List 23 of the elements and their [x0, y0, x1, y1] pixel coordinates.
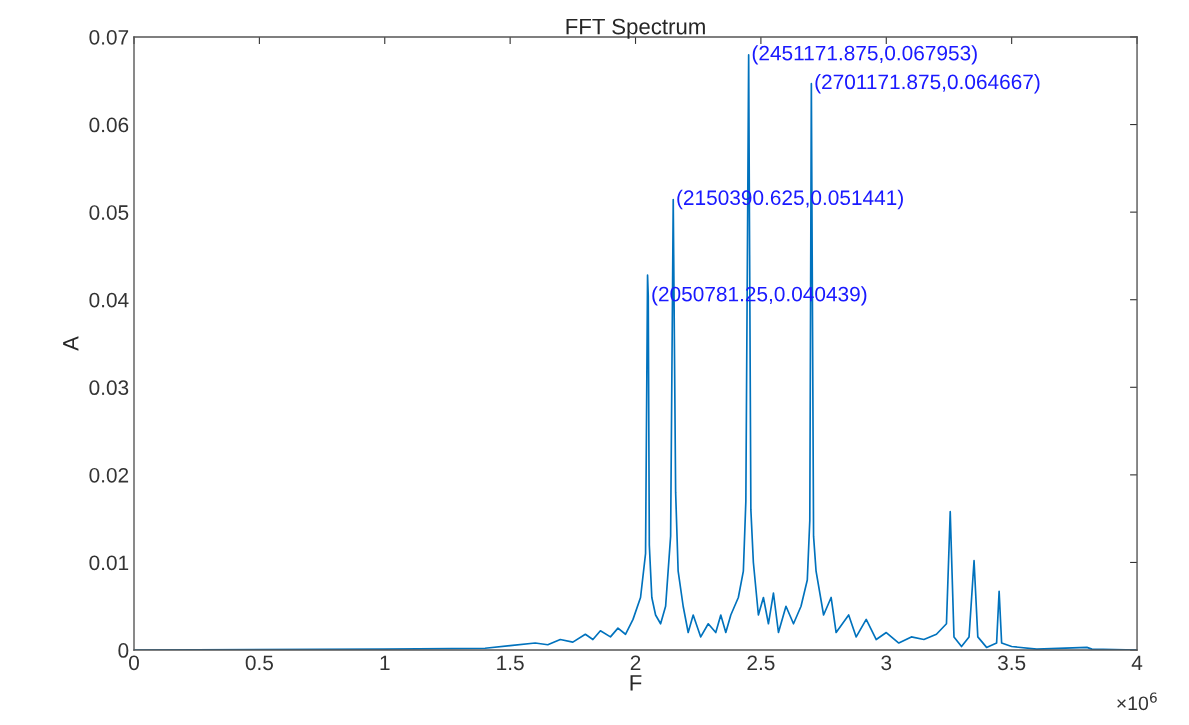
x-tick-label: 4 — [1131, 655, 1143, 670]
y-tick-label: 0.04 — [89, 292, 129, 308]
x-tick-label: 1.5 — [497, 655, 524, 671]
x-axis-title: F — [630, 675, 642, 691]
y-tick-label: 0.01 — [89, 555, 129, 571]
y-tick-label: 0.07 — [89, 29, 129, 45]
y-tick-label: 0.03 — [89, 380, 129, 396]
text: ×10$^{6}$ — [1117, 692, 1157, 711]
chart-title: FFT Spectrum — [566, 18, 705, 39]
y-tick-label: 0.02 — [89, 467, 129, 483]
x-tick-label: 0.5 — [245, 655, 273, 671]
x-tick-label: 0 — [129, 655, 139, 671]
y-tick-label: 0.06 — [89, 117, 129, 133]
x-tick-label: 3.5 — [997, 655, 1026, 671]
y-tick-label: 0.05 — [89, 205, 129, 220]
x-tick-label: 3 — [881, 655, 892, 671]
y-axis-title: A — [63, 336, 79, 351]
x-tick-label: 1 — [380, 655, 390, 670]
x-tick-label: 2 — [630, 655, 641, 670]
annotation: (2701171.875,0.064667) — [815, 73, 1040, 94]
x-tick-label: 2.5 — [747, 655, 775, 671]
annotation: (2451171.875,0.067953) — [752, 45, 977, 65]
y-tick-label: 0 — [118, 643, 129, 658]
